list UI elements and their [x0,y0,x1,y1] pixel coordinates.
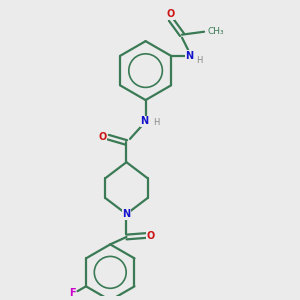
Text: N: N [140,116,148,126]
Text: O: O [167,9,175,19]
Text: O: O [99,132,107,142]
Text: H: H [196,56,203,65]
Text: N: N [122,209,130,219]
Text: O: O [147,230,155,241]
Text: CH₃: CH₃ [208,27,224,36]
Text: H: H [154,118,160,127]
Text: N: N [185,51,194,61]
Text: F: F [69,288,76,298]
